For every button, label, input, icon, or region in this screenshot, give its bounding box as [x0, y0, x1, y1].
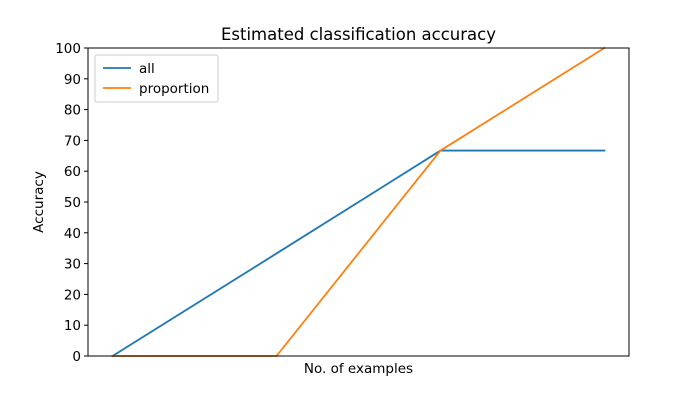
series-line-all [111, 149, 606, 358]
chart-title: Estimated classification accuracy [221, 25, 496, 44]
y-tick-label: 0 [72, 349, 81, 365]
y-tick-label: 50 [64, 195, 81, 211]
y-tick-label: 10 [64, 318, 81, 334]
legend: all proportion [94, 54, 219, 103]
y-axis-label: Accuracy [31, 171, 47, 233]
legend-frame [94, 54, 219, 103]
y-tick-label: 30 [64, 257, 81, 273]
y-tick-label: 90 [64, 72, 81, 88]
y-tick-label: 100 [55, 41, 81, 57]
y-tick-label: 80 [64, 103, 81, 119]
y-axis-ticks: 0 10 20 30 40 50 60 70 80 90 100 [55, 41, 88, 365]
legend-label-all: all [139, 61, 155, 77]
y-tick-label: 40 [64, 226, 81, 242]
y-tick-label: 70 [64, 133, 81, 149]
y-tick-label: 60 [64, 164, 81, 180]
x-axis-label: No. of examples [304, 361, 413, 377]
legend-label-proportion: proportion [139, 81, 209, 97]
y-tick-label: 20 [64, 287, 81, 303]
